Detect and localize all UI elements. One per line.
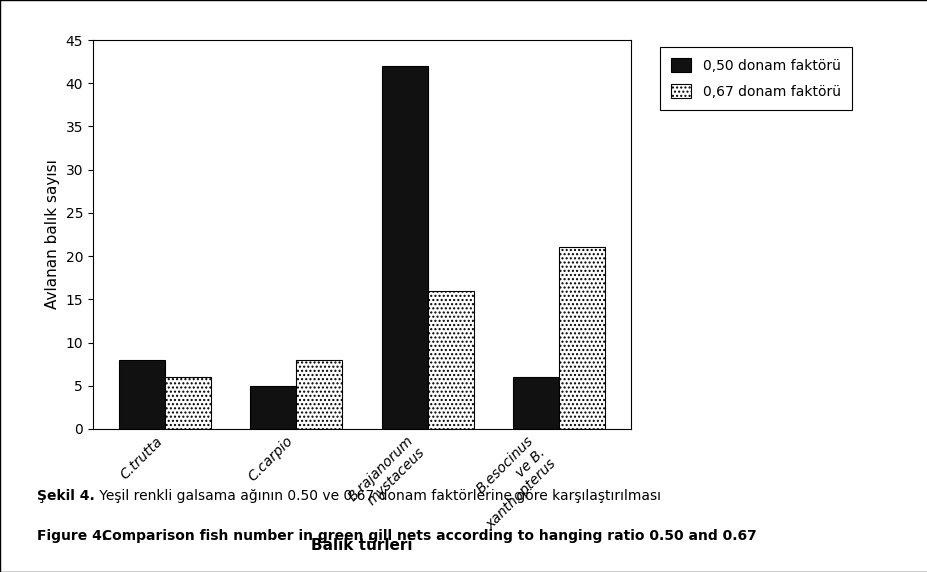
Bar	[165, 377, 210, 429]
Text: Comparison fish number in green gill nets according to hanging ratio 0.50 and 0.: Comparison fish number in green gill net…	[97, 529, 756, 543]
Bar	[558, 248, 604, 429]
Y-axis label: Avlanan balık sayısı: Avlanan balık sayısı	[44, 160, 60, 309]
Bar	[381, 66, 427, 429]
Bar	[427, 291, 473, 429]
Bar	[296, 360, 342, 429]
Bar	[250, 386, 296, 429]
Text: Figure 4.: Figure 4.	[37, 529, 108, 543]
X-axis label: Balık türleri: Balık türleri	[311, 538, 413, 553]
Bar	[119, 360, 165, 429]
Text: Şekil 4.: Şekil 4.	[37, 489, 95, 503]
Bar	[513, 377, 558, 429]
Text: Yeşil renkli galsama ağının 0.50 ve 0.67 donam faktörlerine göre karşılaştırılma: Yeşil renkli galsama ağının 0.50 ve 0.67…	[95, 489, 660, 503]
Legend: 0,50 donam faktörü, 0,67 donam faktörü: 0,50 donam faktörü, 0,67 donam faktörü	[659, 47, 851, 110]
